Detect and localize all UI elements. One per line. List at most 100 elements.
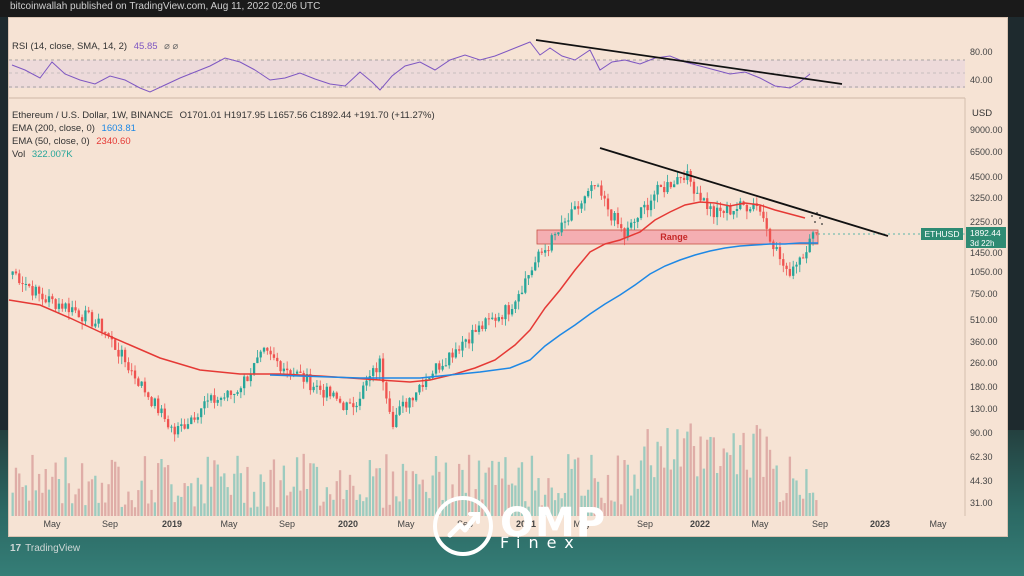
volume-bar	[500, 478, 504, 516]
volume-bar	[312, 463, 315, 516]
candle-body	[166, 419, 170, 428]
ema50-label: EMA (50, close, 0)	[12, 136, 90, 147]
ema200-legend: EMA (200, close, 0) 1603.81	[12, 123, 136, 134]
candle-body	[732, 211, 735, 215]
candle-body	[37, 286, 41, 294]
price-tick: 90.00	[970, 428, 993, 438]
time-tick: May	[751, 519, 769, 529]
volume-bar	[84, 505, 87, 516]
candle-body	[745, 204, 749, 212]
volume-bar	[97, 502, 100, 516]
volume-bar	[768, 449, 772, 516]
tradingview-brand: TradingView	[25, 543, 81, 554]
volume-bar	[223, 473, 226, 516]
candle-body	[332, 392, 335, 397]
candle-body	[206, 400, 209, 402]
candle-body	[21, 283, 24, 285]
candle-body	[223, 397, 226, 399]
candle-body	[415, 392, 418, 401]
volume-bar	[153, 502, 157, 516]
candle-body	[87, 310, 90, 313]
volume-bar	[788, 456, 792, 516]
candle-body	[620, 224, 623, 229]
candle-body	[699, 192, 702, 201]
candle-body	[243, 376, 246, 389]
volume-bar	[811, 492, 815, 516]
volume-bar	[196, 477, 200, 516]
candle-body	[788, 268, 792, 276]
candle-body	[464, 339, 467, 342]
candle-body	[186, 424, 190, 429]
candle-body	[629, 222, 633, 228]
range-label: Range	[660, 232, 688, 242]
volume-bar	[236, 455, 239, 516]
volume-bar	[643, 446, 646, 516]
volume-bar	[87, 481, 90, 516]
candle-body	[84, 310, 87, 322]
candle-body	[117, 349, 120, 357]
volume-bar	[190, 483, 193, 516]
candle-body	[649, 200, 653, 211]
volume-bar	[47, 489, 51, 516]
time-tick: Sep	[279, 519, 295, 529]
candle-body	[143, 381, 147, 393]
candle-body	[795, 264, 798, 267]
candle-body	[715, 207, 719, 218]
candle-body	[31, 286, 34, 296]
volume-bar	[725, 452, 729, 516]
candle-body	[692, 181, 696, 194]
legend-ohlc: O1701.01 H1917.95 L1657.56 C1892.44 +191…	[179, 110, 435, 121]
volume-bar	[431, 475, 434, 516]
candle-body	[801, 257, 805, 259]
volume-bar	[37, 473, 41, 516]
candle-body	[672, 184, 676, 188]
volume-bar	[239, 473, 243, 516]
volume-bar	[805, 469, 808, 516]
volume-bar	[180, 496, 183, 516]
candle-body	[646, 204, 649, 211]
volume-bar	[540, 505, 543, 516]
time-axis: May Sep 2019 May Sep 2020 May Sep 2021 May Sep 2022…	[43, 519, 947, 529]
volume-bar	[302, 453, 305, 516]
candle-body	[305, 374, 309, 382]
tradingview-footer[interactable]: 17 TradingView	[10, 543, 80, 554]
volume-bar	[252, 491, 256, 516]
candle-body	[557, 232, 560, 235]
volume-bar	[573, 459, 577, 516]
volume-bar	[24, 485, 28, 516]
volume-bar	[309, 463, 312, 516]
candle-body	[226, 390, 229, 398]
candle-body	[348, 402, 352, 404]
candle-body	[11, 271, 14, 275]
candle-body	[749, 209, 752, 212]
volume-bar	[100, 482, 104, 516]
volume-bar	[471, 497, 474, 516]
candle-body	[385, 382, 388, 399]
candle-body	[47, 296, 51, 303]
candle-body	[335, 392, 338, 399]
chart-frame[interactable]	[8, 17, 1008, 537]
volume-bar	[57, 479, 61, 516]
candle-body	[477, 325, 481, 332]
candle-body	[504, 305, 507, 320]
candle-body	[431, 373, 434, 378]
candle-body	[454, 349, 457, 358]
volume-bar	[560, 498, 563, 516]
volume-bar	[355, 499, 358, 516]
candle-body	[457, 349, 461, 351]
candle-body	[772, 241, 775, 250]
volume-bar	[752, 433, 755, 516]
volume-bar	[663, 467, 666, 516]
candle-body	[636, 218, 639, 222]
top-bar	[0, 0, 1024, 17]
candle-body	[329, 386, 332, 397]
candle-body	[527, 275, 530, 279]
volume-bar	[233, 473, 236, 516]
candle-body	[312, 386, 315, 391]
candle-body	[792, 266, 795, 276]
volume-bar	[157, 463, 160, 516]
volume-bar	[286, 495, 289, 516]
vol-value: 322.007K	[31, 149, 73, 160]
candle-body	[140, 381, 143, 386]
